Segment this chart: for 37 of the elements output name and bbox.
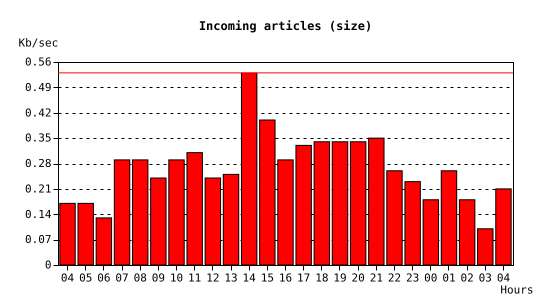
x-tick-label: 02 bbox=[460, 272, 474, 284]
x-tick-label: 20 bbox=[352, 272, 365, 284]
x-tick-label: 17 bbox=[297, 272, 310, 284]
chart-title: Incoming articles (size) bbox=[198, 19, 372, 33]
x-tick-label: 14 bbox=[242, 272, 256, 284]
x-tick-label: 04 bbox=[60, 272, 75, 284]
y-tick-label: 0.35 bbox=[25, 132, 52, 145]
x-tick-label: 23 bbox=[406, 272, 420, 284]
x-tick-label: 00 bbox=[424, 272, 438, 284]
x-tick-label: 11 bbox=[188, 272, 202, 284]
x-tick-label: 19 bbox=[333, 272, 347, 284]
x-tick-label: 15 bbox=[260, 272, 274, 284]
y-tick-label: 0.28 bbox=[25, 157, 52, 170]
y-tick-label: 0.21 bbox=[25, 182, 52, 196]
x-tick-label: 04 bbox=[496, 272, 510, 284]
x-axis-title: Hours bbox=[500, 284, 534, 296]
x-tick-label: 06 bbox=[97, 272, 110, 284]
x-tick-label: 22 bbox=[388, 272, 402, 284]
x-tick-label: 08 bbox=[134, 272, 147, 284]
x-tick-label: 10 bbox=[170, 272, 184, 284]
x-tick-label: 16 bbox=[278, 272, 292, 284]
y-tick-label: 0.14 bbox=[25, 208, 52, 221]
x-tick-label: 13 bbox=[224, 272, 238, 284]
x-tick-label: 09 bbox=[152, 272, 165, 284]
y-tick-label: 0 bbox=[44, 258, 52, 272]
x-tick-label: 05 bbox=[79, 272, 92, 284]
x-tick-label: 21 bbox=[370, 272, 383, 284]
x-tick-label: 03 bbox=[478, 272, 492, 284]
x-tick-label: 18 bbox=[315, 272, 328, 284]
y-tick-label: 0.42 bbox=[25, 106, 52, 120]
y-tick-label: 0.07 bbox=[25, 233, 52, 246]
y-tick-label: 0.56 bbox=[25, 56, 52, 68]
x-tick-label: 12 bbox=[206, 272, 220, 284]
x-tick-label: 01 bbox=[442, 272, 456, 284]
y-tick-label: 0.49 bbox=[25, 80, 52, 94]
x-tick-label: 07 bbox=[115, 272, 129, 284]
y-axis-title: Kb/sec bbox=[18, 36, 58, 50]
